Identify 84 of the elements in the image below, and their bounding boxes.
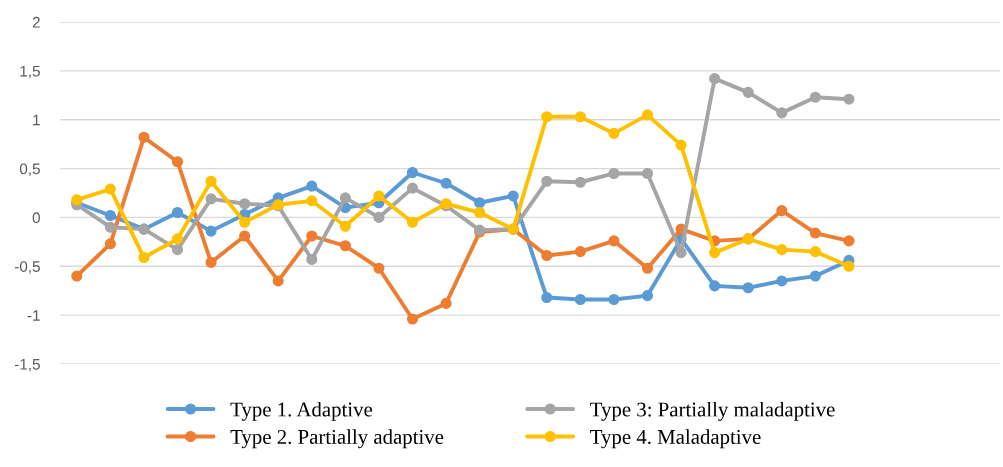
point — [138, 251, 150, 264]
point — [574, 246, 586, 258]
point — [339, 192, 351, 204]
point — [104, 238, 116, 250]
point — [675, 247, 687, 259]
point — [205, 175, 217, 187]
point — [675, 139, 687, 151]
point — [709, 280, 721, 292]
point — [541, 249, 553, 262]
point — [608, 235, 620, 247]
y-tick-label: 0 — [32, 212, 40, 224]
point — [239, 216, 251, 228]
point — [641, 290, 654, 302]
y-tick-label: 0,5 — [19, 163, 40, 177]
point — [742, 86, 754, 98]
point — [406, 182, 419, 194]
point — [474, 206, 486, 219]
y-tick-label: -1,5 — [14, 359, 40, 372]
point — [171, 156, 184, 168]
point — [709, 73, 721, 85]
point — [373, 262, 385, 274]
point — [608, 127, 620, 139]
point — [339, 240, 351, 252]
point — [474, 197, 486, 209]
point — [171, 206, 184, 219]
point — [574, 293, 586, 306]
point — [440, 177, 452, 189]
point — [776, 205, 788, 217]
y-tick-label: -0,5 — [14, 261, 40, 274]
y-tick-label: 1 — [33, 114, 40, 126]
point — [406, 216, 419, 228]
point — [104, 209, 116, 222]
point — [541, 175, 553, 187]
point — [641, 262, 654, 274]
point — [742, 282, 754, 294]
point — [239, 230, 251, 242]
legend-label: Type 3: Partially maladaptive — [590, 401, 835, 421]
point — [809, 270, 821, 282]
point — [339, 220, 351, 232]
point — [205, 225, 217, 237]
point — [306, 253, 318, 266]
point — [507, 190, 519, 202]
point — [71, 270, 83, 282]
point — [608, 293, 620, 306]
y-tick-label: -1 — [27, 310, 40, 321]
point — [541, 111, 553, 123]
point — [306, 230, 318, 242]
point — [104, 221, 116, 233]
point — [171, 244, 184, 256]
point — [205, 256, 217, 268]
point — [541, 291, 553, 304]
point — [373, 190, 385, 202]
point — [809, 246, 821, 258]
point — [809, 91, 821, 103]
point — [406, 166, 419, 179]
point — [809, 227, 821, 239]
point — [608, 167, 620, 180]
point — [776, 107, 788, 119]
point — [574, 111, 586, 123]
point — [406, 313, 419, 325]
point — [843, 235, 855, 247]
point — [776, 275, 788, 287]
point — [843, 93, 855, 105]
y-tick-label: 2 — [32, 16, 40, 28]
point — [205, 193, 217, 205]
point — [641, 167, 654, 180]
point — [776, 244, 788, 256]
point — [709, 247, 721, 259]
point — [239, 198, 251, 210]
point — [574, 176, 586, 188]
point — [104, 183, 116, 195]
legend-label: Type 1. Adaptive — [230, 401, 373, 421]
point — [373, 211, 385, 223]
point — [306, 180, 318, 192]
point — [641, 109, 654, 121]
legend-label: Type 2. Partially adaptive — [230, 429, 444, 449]
legend-label: Type 4. Maladaptive — [590, 429, 761, 449]
point — [843, 260, 855, 272]
point — [306, 195, 318, 207]
y-tick-label: 1,5 — [20, 65, 40, 79]
point — [272, 275, 284, 287]
point — [440, 297, 452, 309]
point — [138, 131, 150, 143]
point — [171, 233, 184, 245]
